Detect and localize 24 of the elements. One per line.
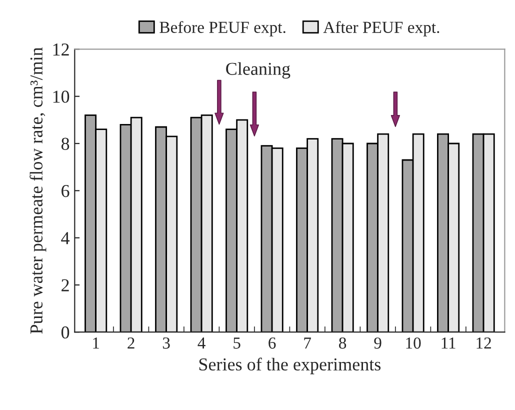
x-tick-label: 3 [162,337,170,349]
legend-label: Before PEUF expt. [160,21,286,36]
x-axis-title: Series of the experiments [199,358,381,374]
y-tick-label: 10 [53,90,70,103]
x-tick-label: 5 [234,338,240,349]
y-tick-label: 6 [62,184,70,198]
x-tick-label: 12 [476,337,491,349]
legend-label: After PEUF expt. [323,21,440,36]
y-tick-label: 4 [61,232,70,244]
y-tick-label: 0 [61,326,70,339]
annotation: Cleaning [226,62,290,79]
y-tick-label: 8 [61,138,70,150]
x-tick-label: 11 [442,338,456,349]
x-tick-label: 4 [198,338,206,349]
x-tick-label: 8 [339,337,346,349]
x-tick-label: 6 [268,337,276,349]
x-tick-label: 9 [374,337,382,349]
x-tick-label: 1 [93,338,99,349]
y-axis-title: Pure water permeate flow rate, cm³/min [30,47,46,334]
x-tick-label: 10 [406,337,421,349]
x-tick-label: 7 [304,338,311,349]
y-tick-label: 2 [62,279,69,292]
y-tick-label: 12 [53,44,69,56]
x-tick-label: 2 [128,337,134,349]
